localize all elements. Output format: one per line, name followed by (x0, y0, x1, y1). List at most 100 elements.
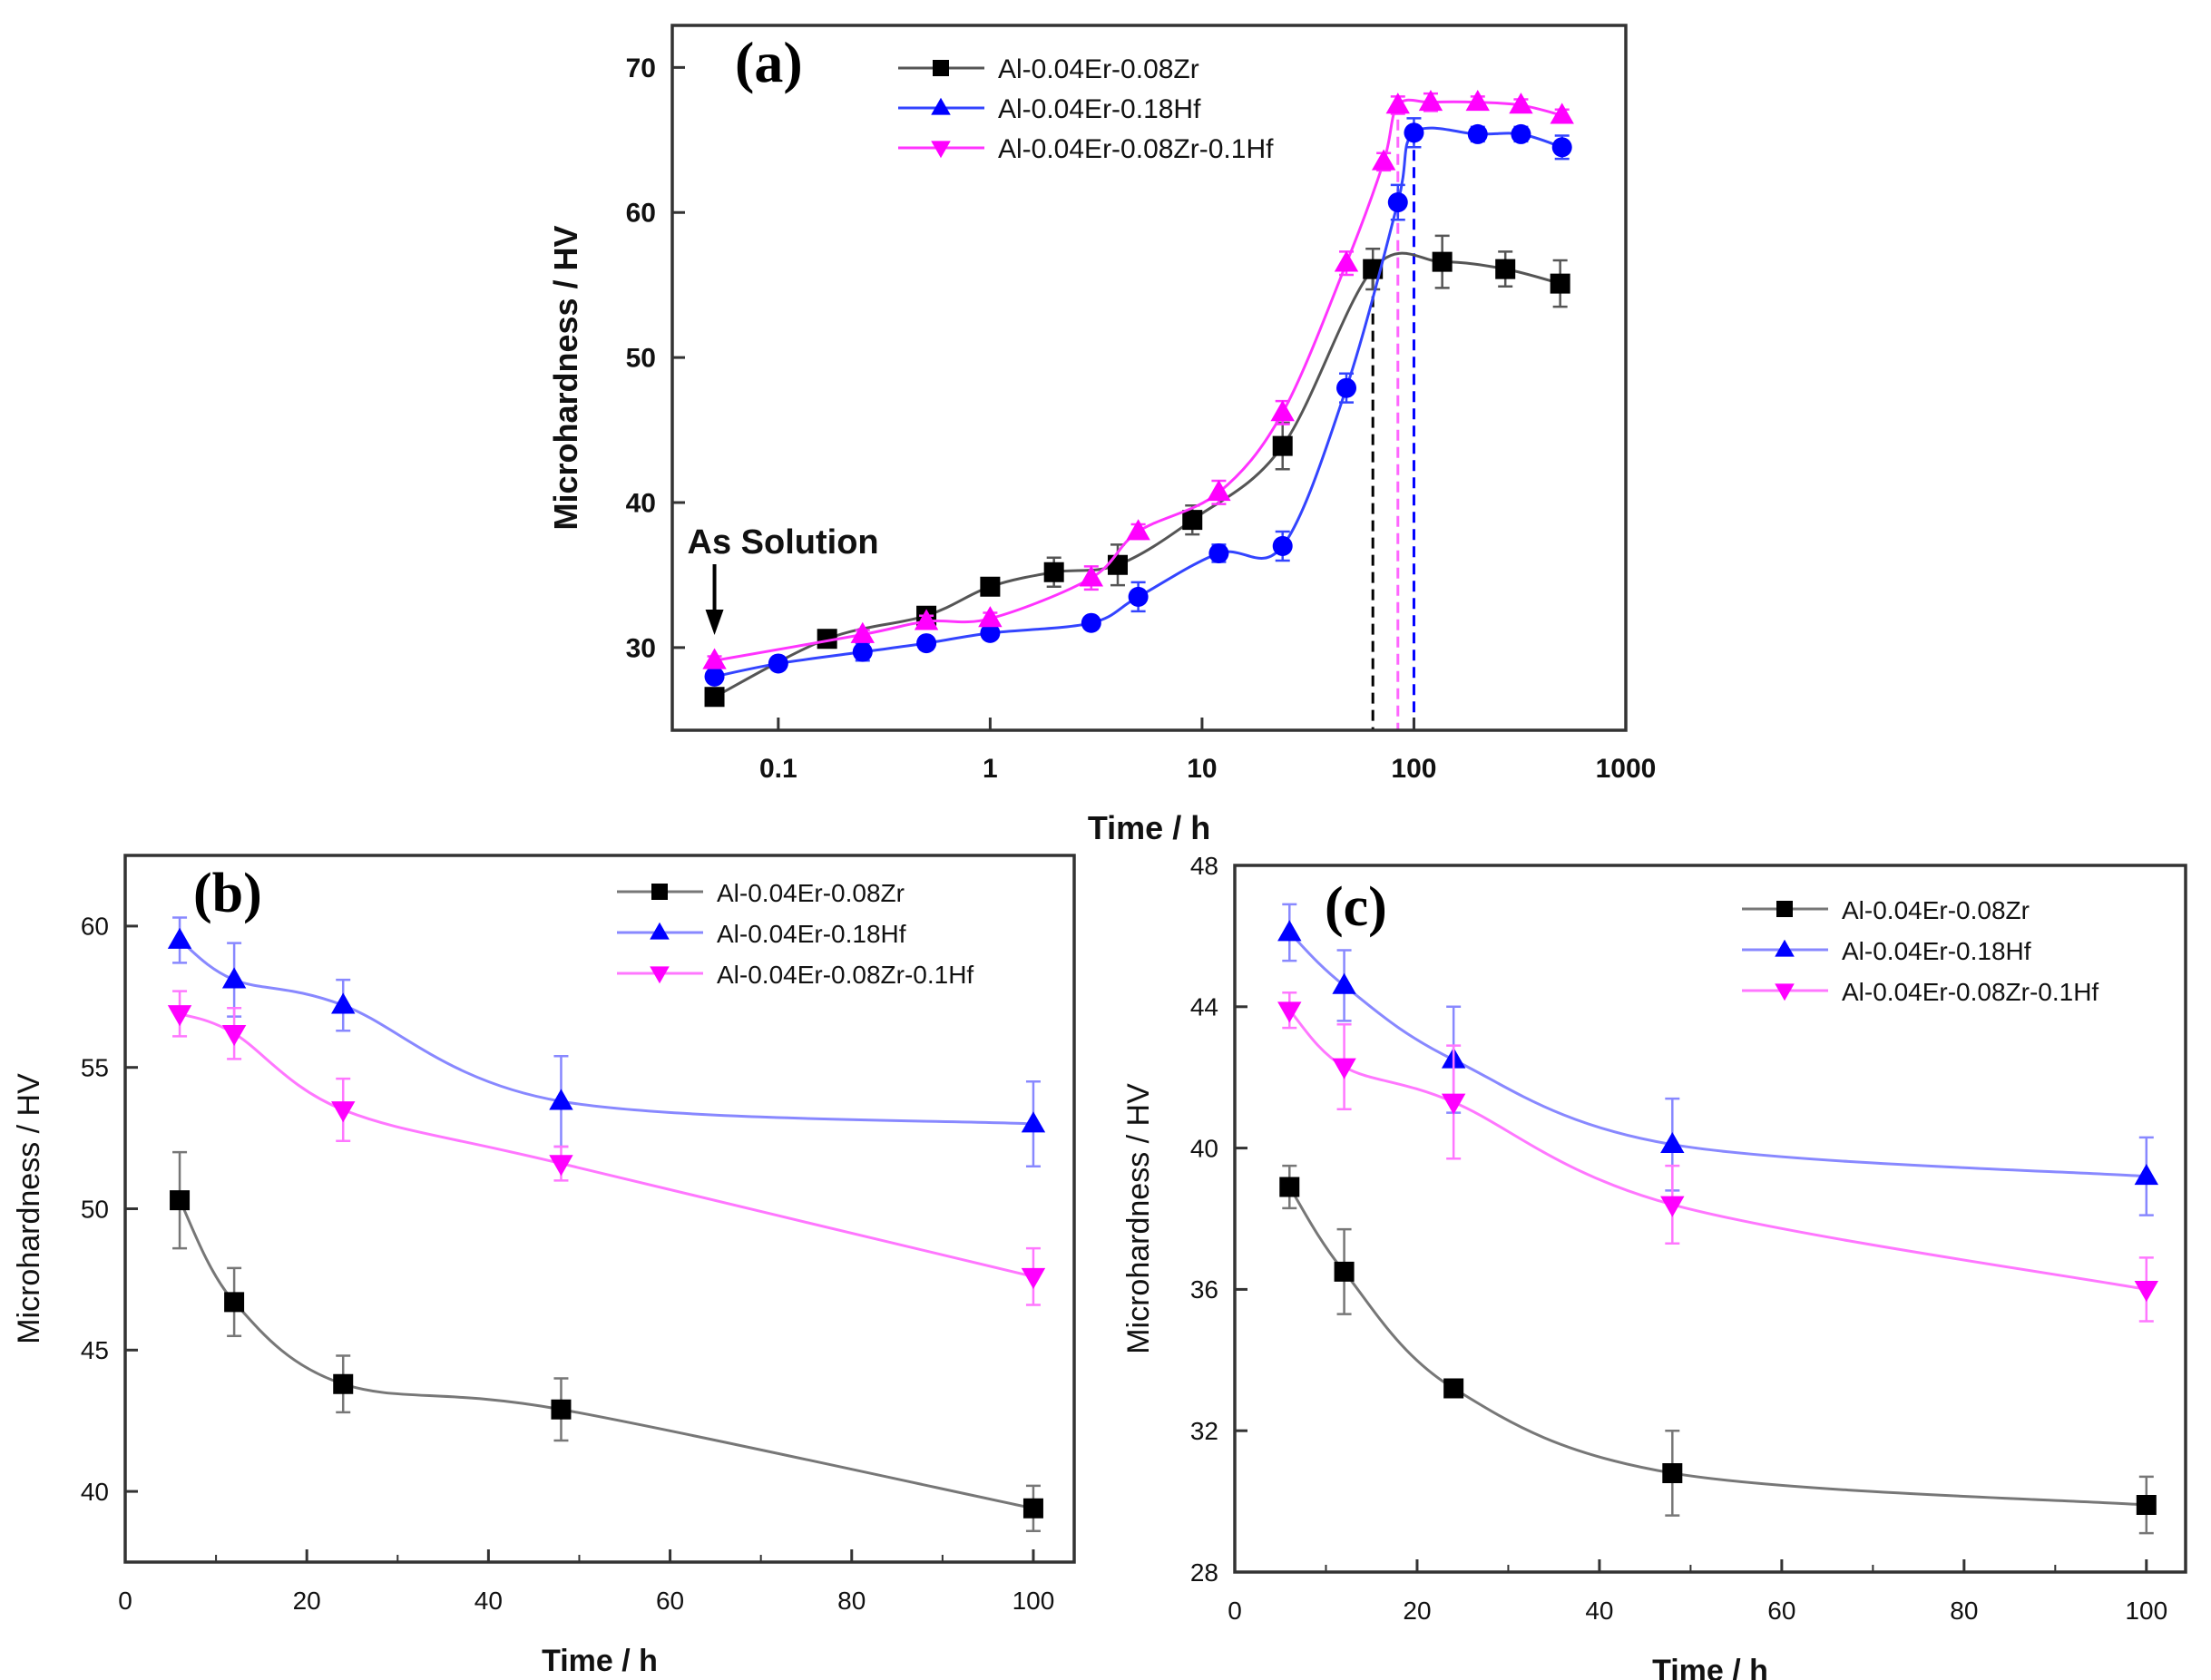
data-point (817, 629, 837, 650)
data-point (704, 666, 725, 687)
legend-label: Al-0.04Er-0.08Zr (998, 54, 1199, 84)
legend-marker (1776, 901, 1793, 917)
legend-marker (1775, 939, 1795, 957)
x-tick-label: 40 (474, 1587, 503, 1615)
legend-label: Al-0.04Er-0.18Hf (717, 920, 906, 948)
data-point (1279, 1177, 1300, 1197)
y-axis-label: Microhardness / HV (547, 225, 584, 530)
x-tick-label: 100 (1013, 1587, 1055, 1615)
x-axis-label: Time / h (542, 1644, 658, 1678)
data-point (1107, 554, 1128, 575)
data-point (1079, 565, 1104, 587)
data-point (704, 687, 725, 708)
data-point (1022, 1498, 1043, 1519)
data-point (1385, 93, 1410, 114)
data-point (1432, 251, 1453, 272)
x-tick-label: 40 (1585, 1597, 1613, 1625)
data-point (1081, 612, 1101, 633)
data-point (1277, 920, 1302, 942)
y-tick-label: 40 (1190, 1134, 1218, 1162)
data-point (1128, 586, 1149, 607)
series-line-2 (179, 1012, 1034, 1278)
data-point (1126, 519, 1150, 541)
data-point (850, 621, 875, 643)
legend-label: Al-0.04Er-0.08Zr-0.1Hf (998, 134, 1274, 164)
data-point (1418, 89, 1443, 112)
data-point (1332, 1058, 1356, 1079)
data-point (549, 1089, 573, 1110)
x-tick-label: 1000 (1596, 754, 1657, 784)
x-tick-label: 60 (1767, 1597, 1795, 1625)
data-point (1660, 1196, 1685, 1217)
y-axis-label: Microhardness / HV (1121, 1083, 1156, 1354)
y-tick-label: 36 (1190, 1275, 1218, 1304)
legend-label: Al-0.04Er-0.18Hf (998, 94, 1201, 124)
legend-marker (931, 141, 951, 159)
x-tick-label: 20 (293, 1587, 321, 1615)
y-tick-label: 44 (1190, 993, 1218, 1021)
x-tick-label: 60 (656, 1587, 684, 1615)
panel-b: 0 20 40 60 80 100 40 45 50 55 60 Time / h Microhardn… (12, 854, 1076, 1678)
y-tick-label: 30 (626, 633, 656, 663)
data-point (331, 992, 356, 1014)
data-point (167, 1005, 192, 1027)
data-point (916, 633, 937, 654)
plot-frame (670, 24, 1628, 732)
data-point (1387, 192, 1408, 213)
data-point (1021, 1267, 1046, 1290)
x-tick-label: 0.1 (759, 754, 797, 784)
y-tick-label: 40 (626, 488, 656, 518)
series-line-0 (713, 251, 1561, 698)
data-point (1441, 1093, 1466, 1115)
legend-marker (1775, 983, 1795, 1001)
data-point (1334, 1261, 1355, 1282)
y-tick-label: 40 (81, 1478, 109, 1506)
panel-a: 0.1 1 10 100 1000 30 40 50 60 70 Time / h Microhard… (547, 24, 1657, 846)
data-point (1371, 149, 1396, 171)
data-point (1511, 123, 1531, 144)
data-point (914, 609, 939, 630)
x-tick-label: 1 (983, 754, 998, 784)
y-tick-label: 45 (81, 1336, 109, 1364)
y-tick-label: 48 (1190, 852, 1218, 880)
legend-label: Al-0.04Er-0.18Hf (1842, 937, 2031, 965)
x-tick-label: 100 (2125, 1597, 2167, 1625)
y-axis-label: Microhardness / HV (12, 1073, 46, 1344)
data-point (1467, 123, 1488, 144)
data-point (1550, 273, 1570, 294)
data-point (1334, 250, 1359, 272)
data-point (980, 576, 1001, 597)
series-line-0 (1288, 1186, 2147, 1507)
x-tick-label: 0 (118, 1587, 132, 1615)
data-point (1551, 137, 1572, 158)
x-tick-label: 10 (1187, 754, 1217, 784)
panel-label: (a) (735, 30, 803, 94)
x-tick-label: 100 (1391, 754, 1436, 784)
data-point (1207, 480, 1231, 502)
data-point (1182, 510, 1203, 531)
data-point (768, 653, 788, 674)
data-point (1509, 93, 1533, 114)
data-point (1404, 122, 1424, 143)
legend-marker (650, 922, 670, 940)
annotation-text: As Solution (688, 523, 879, 562)
legend-marker (650, 966, 670, 984)
y-tick-label: 60 (81, 913, 109, 941)
data-point (1660, 1131, 1685, 1154)
data-point (980, 622, 1001, 643)
data-point (549, 1155, 573, 1177)
y-tick-label: 50 (81, 1195, 109, 1223)
data-point (221, 1024, 247, 1047)
data-point (331, 1101, 356, 1123)
data-point (224, 1292, 245, 1313)
data-point (702, 648, 727, 669)
data-point (1270, 400, 1295, 422)
panel-c: 0 20 40 60 80 100 28 32 36 40 44 48 Time / h Microhar… (1121, 852, 2187, 1680)
data-point (1336, 377, 1357, 398)
data-point (1208, 542, 1229, 563)
legend-marker (651, 884, 668, 900)
x-axis-label: Time / h (1652, 1654, 1768, 1680)
x-tick-label: 80 (1950, 1597, 1978, 1625)
data-point (2136, 1494, 2157, 1515)
